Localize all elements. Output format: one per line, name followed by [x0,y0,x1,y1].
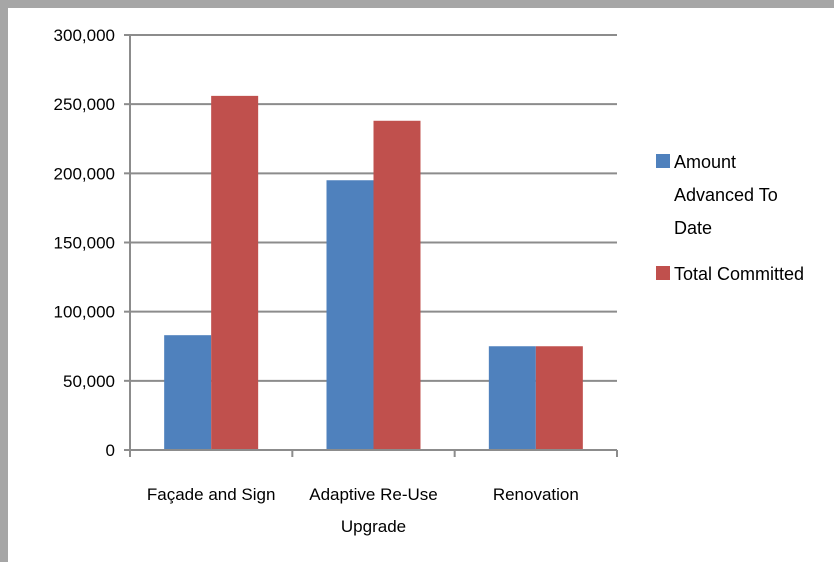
legend: Amount Advanced To Date Total Committed [656,152,804,284]
bar-amount-advanced [488,346,536,450]
x-category-label: Renovation [493,485,579,504]
y-axis-labels: 0 50,000 100,000 150,000 200,000 250,000 300,0… [54,26,115,460]
bar-total-committed [535,346,583,450]
y-tick-label: 150,000 [54,234,115,253]
x-category-label: Adaptive Re-Use Upgrade [309,485,438,536]
y-tick-label: 100,000 [54,303,115,322]
y-tick-label: 50,000 [63,372,115,391]
legend-swatch [656,266,670,280]
legend-label: Amount Advanced To Date [674,152,778,238]
bar-total-committed [373,120,421,451]
y-tick-label: 200,000 [54,164,115,183]
y-tick-label: 250,000 [54,95,115,114]
legend-swatch [656,154,670,168]
x-category-label: Façade and Sign [147,485,276,504]
bar-amount-advanced [326,180,374,450]
bars [164,95,583,451]
x-axis-labels: Façade and Sign Adaptive Re-Use Upgrade Ren… [147,485,579,536]
y-tick-label: 0 [106,441,115,460]
legend-label: Total Committed [674,264,804,284]
bar-total-committed [211,95,259,450]
y-tick-label: 300,000 [54,26,115,45]
bar-amount-advanced [164,335,212,450]
axes [124,34,618,457]
